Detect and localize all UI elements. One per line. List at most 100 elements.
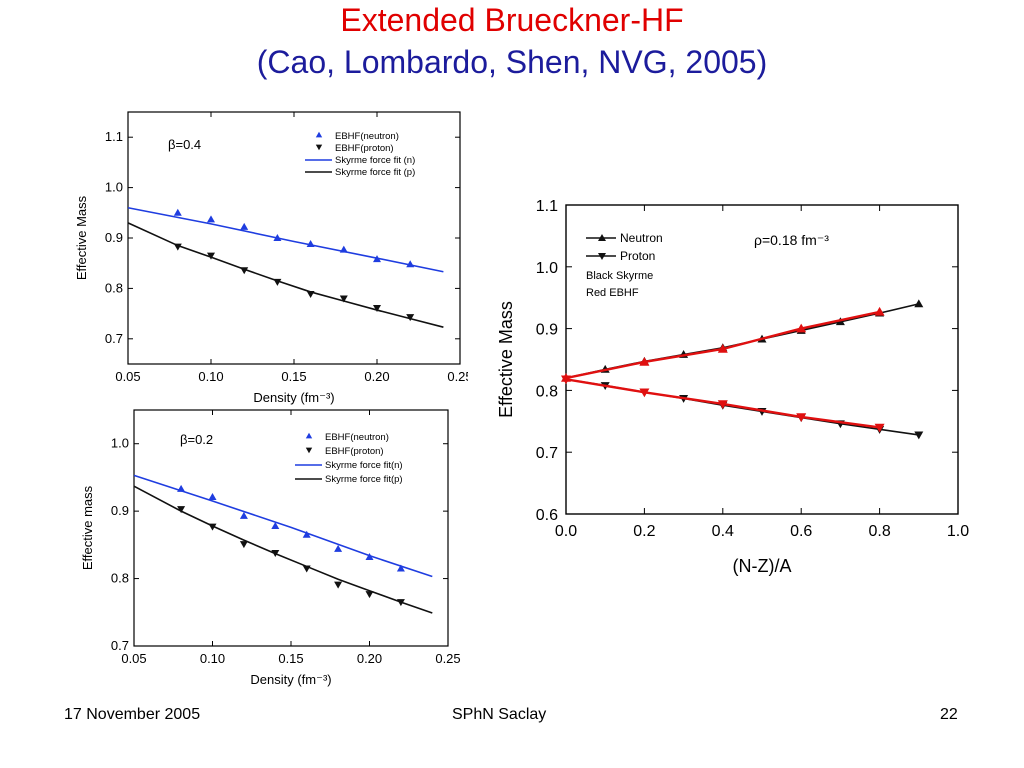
y-tick-label: 0.8: [105, 280, 123, 295]
data-point: [874, 306, 885, 316]
data-point: [365, 552, 374, 560]
y-tick-label: 0.9: [105, 230, 123, 245]
data-point: [717, 343, 728, 353]
y-tick-label: 0.7: [105, 331, 123, 346]
data-point: [207, 215, 215, 223]
data-point: [177, 506, 186, 514]
data-point: [639, 388, 650, 398]
x-tick-label: 0.20: [357, 651, 382, 666]
x-tick-label: 1.0: [947, 523, 969, 540]
y-tick-label: 1.0: [111, 436, 129, 451]
x-axis-label: (N-Z)/A: [733, 556, 792, 576]
chart-asymmetry-svg: 0.0 0.2 0.4 0.6 0.8 1.0 0.6 0.7 0.8 0.9 1.0 1.1 (N-Z…: [496, 198, 969, 576]
y-tick-label: 1.1: [105, 129, 123, 144]
x-axis-label: Density (fm⁻³): [253, 390, 334, 405]
data-point: [373, 305, 381, 313]
chart-beta-0-2-svg: 0.05 0.10 0.15 0.20 0.25 0.7 0.8 0.9 1.0 Density …: [80, 409, 461, 687]
y-tick-label: 1.0: [536, 260, 558, 277]
data-point: [240, 222, 249, 230]
x-tick-label: 0.25: [447, 369, 468, 384]
legend-label: EBHF(proton): [335, 143, 394, 154]
x-tick-label: 0.10: [198, 369, 223, 384]
y-tick-label: 0.6: [536, 507, 558, 524]
plot-frame: [565, 204, 959, 515]
data-point: [302, 530, 311, 538]
y-tick-label: 1.0: [105, 180, 123, 195]
legend-swatch-marker: [305, 447, 313, 454]
y-tick-label: 0.7: [536, 445, 558, 462]
data-point: [239, 541, 248, 549]
legend-label: Skyrme force fit (p): [335, 167, 415, 178]
series-line: [133, 485, 433, 614]
y-tick-label: 0.8: [536, 383, 558, 400]
x-tick-label: 0.2: [633, 523, 655, 540]
data-point: [796, 413, 807, 422]
legend-label: EBHF(neutron): [335, 131, 399, 142]
footer-page-number: 22: [940, 706, 958, 723]
chart-beta-0-2: 0.05 0.10 0.15 0.20 0.25 0.7 0.8 0.9 1.0 Density …: [68, 406, 468, 702]
legend-note: Black Skyrme: [586, 270, 653, 282]
series-line: [133, 474, 433, 578]
chart-beta-0-4-svg: 0.05 0.10 0.15 0.20 0.25 0.7 0.8 0.9 1.0 1.1 Densi…: [74, 111, 468, 405]
x-tick-label: 0.6: [790, 523, 812, 540]
data-point: [717, 400, 728, 409]
x-tick-label: 0.15: [281, 369, 306, 384]
data-point: [796, 323, 807, 333]
data-point: [396, 564, 405, 572]
data-point: [561, 375, 571, 385]
x-tick-label: 0.15: [278, 651, 303, 666]
data-point: [639, 356, 650, 366]
panel-label: β=0.4: [168, 137, 201, 152]
x-tick-label: 0.20: [364, 369, 389, 384]
legend-label: Skyrme force fit(n): [325, 460, 403, 471]
x-tick-label: 0.05: [115, 369, 140, 384]
x-tick-label: 0.05: [121, 651, 146, 666]
footer-date: 17 November 2005: [64, 706, 201, 723]
data-point: [339, 295, 348, 303]
data-point: [239, 511, 248, 519]
x-tick-label: 0.25: [435, 651, 460, 666]
y-axis-label: Effective Mass: [74, 195, 89, 280]
legend-note: Red EBHF: [586, 287, 639, 299]
slide-subtitle: (Cao, Lombardo, Shen, NVG, 2005): [256, 44, 768, 80]
x-axis-label: Density (fm⁻³): [250, 672, 331, 687]
legend-label: EBHF(proton): [325, 446, 384, 457]
y-tick-label: 0.7: [111, 638, 129, 653]
chart-asymmetry: 0.0 0.2 0.4 0.6 0.8 1.0 0.6 0.7 0.8 0.9 1.0 1.1 (N-Z…: [492, 186, 982, 586]
data-point: [914, 431, 924, 440]
data-point: [874, 423, 885, 433]
legend-swatch-marker: [315, 131, 323, 138]
y-tick-label: 0.9: [536, 322, 558, 339]
legend-swatch-marker: [598, 234, 606, 241]
data-point: [365, 591, 374, 599]
x-tick-label: 0.0: [555, 523, 577, 540]
x-tick-label: 0.10: [200, 651, 225, 666]
panel-label: β=0.2: [180, 432, 213, 447]
panel-label: ρ=0.18 fm⁻³: [754, 232, 829, 248]
series-line: [127, 222, 444, 328]
data-point: [406, 314, 415, 322]
y-axis-label: Effective mass: [80, 485, 95, 570]
legend-label: Proton: [620, 249, 655, 263]
legend-label: Skyrme force fit(p): [325, 474, 403, 485]
data-point: [207, 252, 215, 260]
data-point: [271, 521, 280, 529]
legend-label: Neutron: [620, 231, 663, 245]
y-tick-label: 0.8: [111, 571, 129, 586]
footer-institution: SPhN Saclay: [452, 706, 547, 723]
chart-beta-0-4: 0.05 0.10 0.15 0.20 0.25 0.7 0.8 0.9 1.0 1.1 Densi…: [68, 102, 468, 407]
series-line: [127, 206, 444, 273]
data-point: [173, 208, 182, 216]
y-axis-label: Effective Mass: [496, 301, 516, 418]
slide-title: Extended Brueckner-HF: [340, 2, 684, 38]
legend-label: Skyrme force fit (n): [335, 155, 415, 166]
x-tick-label: 0.8: [868, 523, 890, 540]
y-tick-label: 0.9: [111, 503, 129, 518]
x-tick-label: 0.4: [712, 523, 734, 540]
legend-swatch-marker: [305, 432, 313, 439]
data-point: [334, 581, 343, 589]
y-tick-label: 1.1: [536, 198, 558, 215]
data-point: [914, 299, 924, 308]
legend-swatch-marker: [598, 253, 606, 260]
data-point: [208, 492, 217, 500]
